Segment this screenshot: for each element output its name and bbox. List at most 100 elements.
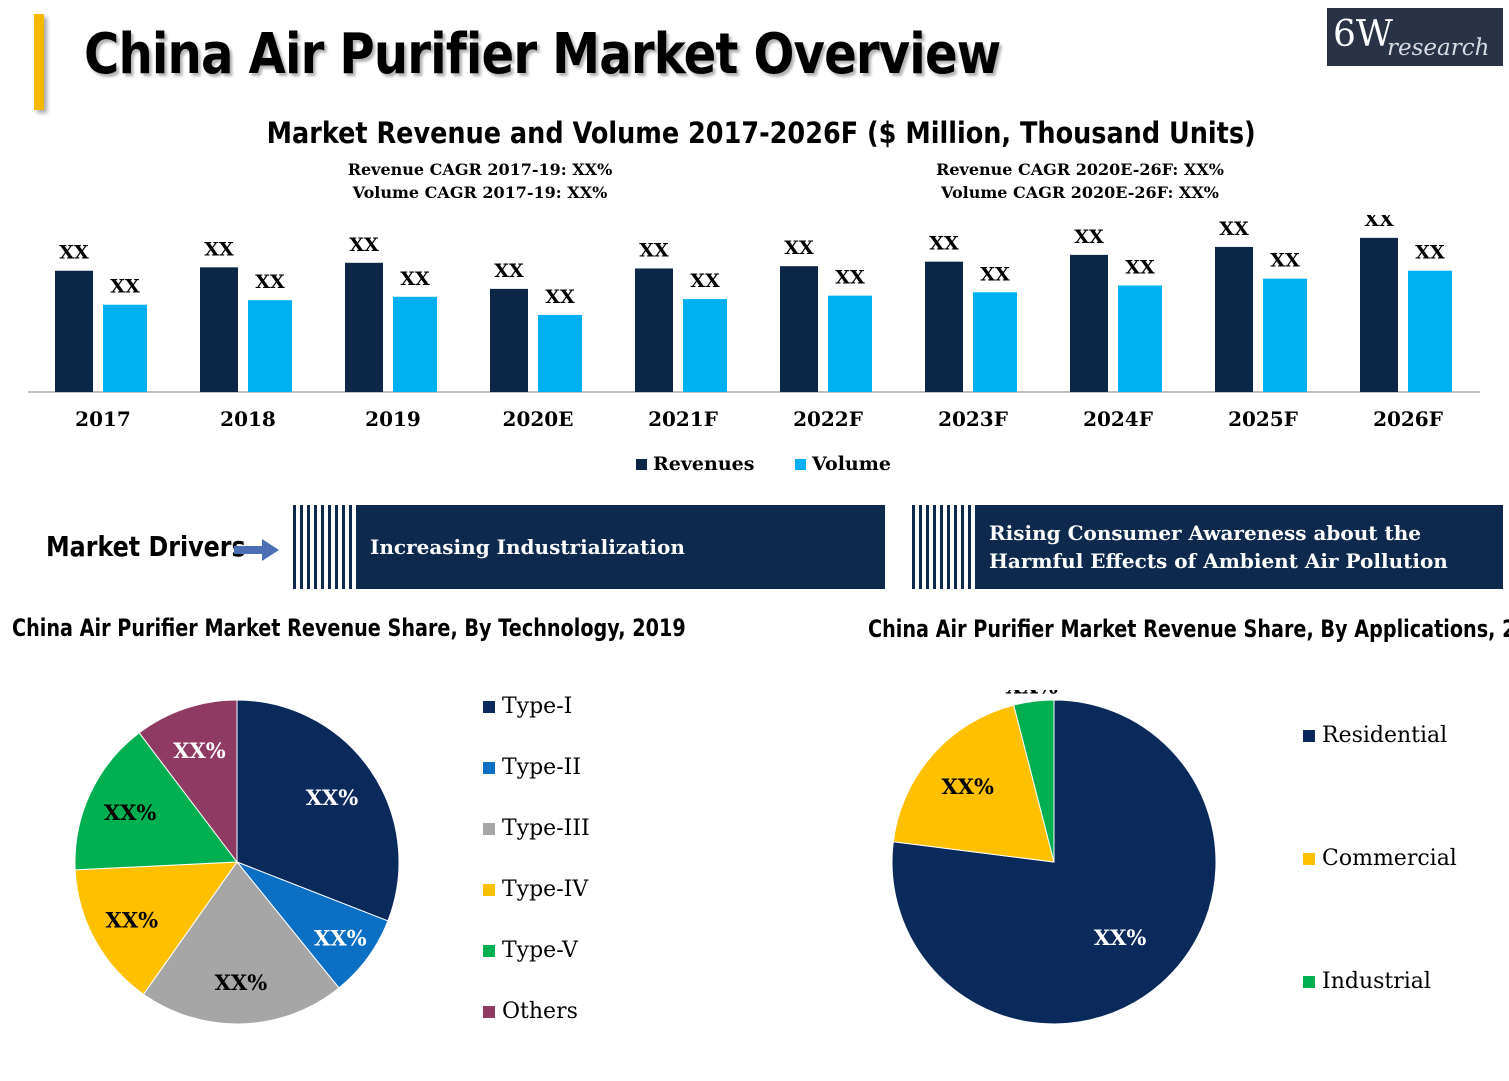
data-label-volume-2024F: XX — [1125, 256, 1155, 278]
legend-item-commercial: Commercial — [1303, 846, 1457, 871]
tech-pie-title: China Air Purifier Market Revenue Share,… — [12, 614, 686, 642]
data-label-revenues-2022F: XX — [784, 237, 814, 259]
driver-stripes — [912, 505, 975, 589]
data-label-revenues-2017: XX — [59, 242, 89, 264]
pie-slice-others — [138, 699, 238, 864]
pie-label-type-iii: XX% — [215, 970, 268, 995]
data-label-revenues-2019: XX — [349, 234, 379, 256]
legend-item-type-ii: Type-II — [483, 755, 581, 780]
x-tick-label-2021F: 2021F — [648, 407, 718, 431]
bar-revenues-2017 — [55, 270, 93, 392]
tech-pie-chart: XX% XX% XX% XX% XX% XX% — [74, 699, 400, 1025]
x-tick-label-2025F: 2025F — [1228, 407, 1298, 431]
bar-volume-2017 — [103, 304, 147, 392]
cagr-forecast-volume: Volume CAGR 2020E-26F: XX% — [941, 183, 1219, 202]
bar-volume-2024F — [1118, 285, 1162, 392]
x-tick-label-2017: 2017 — [75, 407, 131, 431]
app-pie-title: China Air Purifier Market Revenue Share,… — [868, 615, 1509, 643]
bar-revenues-2019 — [345, 262, 383, 392]
data-label-volume-2019: XX — [400, 268, 430, 290]
driver-text-industrialization: Increasing Industrialization — [370, 535, 685, 559]
legend-swatch-residential — [1303, 730, 1315, 742]
data-label-revenues-2024F: XX — [1074, 226, 1104, 248]
legend-swatch-type-i — [483, 701, 495, 713]
bar-volume-2026F — [1408, 270, 1452, 392]
legend-swatch-revenues — [636, 459, 647, 470]
legend-item-type-iii: Type-III — [483, 816, 590, 841]
bar-revenues-2020E — [490, 288, 528, 392]
pie-slice-industrial — [1013, 699, 1055, 863]
pie-slice-type-iv — [74, 861, 239, 995]
legend-swatch-volume — [795, 459, 807, 470]
legend-swatch-type-iii — [483, 823, 495, 835]
company-logo: 6W research — [1327, 8, 1503, 66]
legend-label-commercial: Commercial — [1322, 846, 1457, 871]
bar-revenues-2025F — [1215, 246, 1253, 392]
legend-label-type-iv: Type-IV — [502, 877, 589, 902]
legend-label-volume: Volume — [812, 453, 891, 475]
driver-text-awareness-line2: Harmful Effects of Ambient Air Pollution — [989, 549, 1448, 573]
pie-label-commercial: XX% — [941, 774, 994, 799]
driver-text-awareness: Rising Consumer Awareness about the Harm… — [975, 519, 1448, 575]
pie-slice-type-iii — [142, 861, 340, 1025]
legend-swatch-type-iv — [483, 884, 495, 896]
bar-volume-2020E — [538, 314, 582, 392]
legend-label-type-v: Type-V — [502, 938, 578, 963]
legend-item-industrial: Industrial — [1303, 969, 1431, 994]
bar-revenues-2018 — [200, 267, 238, 392]
x-tick-label-2019: 2019 — [365, 407, 421, 431]
driver-box-awareness: Rising Consumer Awareness about the Harm… — [912, 505, 1503, 589]
page-title: China Air Purifier Market Overview — [84, 22, 1001, 87]
pie-label-others: XX% — [173, 738, 226, 763]
driver-stripes — [293, 505, 356, 589]
title-accent-bar — [34, 14, 44, 110]
data-label-revenues-2018: XX — [204, 238, 234, 260]
legend-label-residential: Residential — [1322, 723, 1448, 748]
legend-swatch-others — [483, 1006, 495, 1018]
data-label-volume-2026F: XX — [1415, 242, 1445, 264]
cagr-historical-revenue: Revenue CAGR 2017-19: XX% — [347, 160, 613, 179]
data-label-volume-2021F: XX — [690, 270, 720, 292]
pie-label-industrial: XX% — [1005, 690, 1058, 698]
data-label-volume-2022F: XX — [835, 267, 865, 289]
data-label-volume-2023F: XX — [980, 263, 1010, 285]
legend-item-type-v: Type-V — [483, 938, 578, 963]
pie-slice-type-v — [74, 732, 238, 871]
data-label-revenues-2023F: XX — [929, 233, 959, 255]
data-label-revenues-2020E: XX — [494, 260, 524, 282]
bar-chart-title: Market Revenue and Volume 2017-2026F ($ … — [266, 116, 1256, 150]
driver-text-awareness-line1: Rising Consumer Awareness about the — [989, 521, 1421, 545]
legend-swatch-type-v — [483, 945, 495, 957]
legend-swatch-type-ii — [483, 762, 495, 774]
bar-volume-2025F — [1263, 278, 1307, 392]
x-tick-label-2020E: 2020E — [503, 407, 574, 431]
bar-volume-2023F — [973, 292, 1017, 392]
data-label-revenues-2021F: XX — [639, 239, 669, 261]
bar-volume-2022F — [828, 295, 872, 392]
legend-label-industrial: Industrial — [1322, 969, 1431, 994]
legend-label-type-iii: Type-III — [502, 816, 590, 841]
pie-label-type-ii: XX% — [314, 926, 367, 951]
bar-volume-2019 — [393, 296, 437, 392]
x-tick-label-2023F: 2023F — [938, 407, 1008, 431]
bar-volume-2021F — [683, 299, 727, 392]
data-label-volume-2025F: XX — [1270, 250, 1300, 272]
bar-revenues-2026F — [1360, 237, 1398, 392]
pie-label-type-v: XX% — [104, 800, 157, 825]
driver-box-industrialization: Increasing Industrialization — [293, 505, 885, 589]
legend-label-type-ii: Type-II — [502, 755, 582, 780]
pie-slice-commercial — [892, 704, 1055, 863]
x-tick-label-2022F: 2022F — [793, 407, 863, 431]
bar-revenues-2023F — [925, 261, 963, 392]
data-label-volume-2017: XX — [110, 276, 140, 298]
cagr-forecast-revenue: Revenue CAGR 2020E-26F: XX% — [936, 160, 1224, 179]
bar-revenues-2021F — [635, 268, 673, 392]
legend-swatch-industrial — [1303, 976, 1315, 988]
legend-item-type-i: Type-I — [483, 694, 572, 719]
pie-slice-type-i — [236, 699, 400, 922]
legend-item-residential: Residential — [1303, 723, 1447, 748]
legend-label-revenues: Revenues — [653, 453, 755, 475]
data-label-revenues-2025F: XX — [1219, 218, 1249, 240]
cagr-historical-volume: Volume CAGR 2017-19: XX% — [352, 183, 608, 202]
data-label-volume-2020E: XX — [545, 286, 575, 308]
